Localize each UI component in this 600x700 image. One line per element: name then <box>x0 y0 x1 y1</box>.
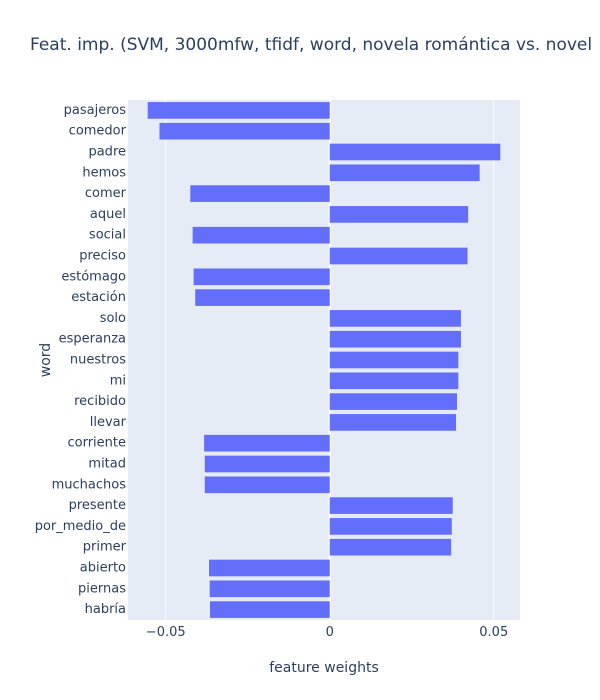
bar-piernas <box>209 580 330 598</box>
bar-solo <box>329 310 461 327</box>
bar-habría <box>210 601 330 618</box>
y-tick-label: preciso <box>79 249 126 264</box>
y-tick-label: nuestros <box>70 353 126 368</box>
bar-por_medio_de <box>329 518 452 535</box>
y-tick-label: comer <box>85 186 127 201</box>
bar-social <box>192 226 330 244</box>
bar-mitad <box>204 455 330 473</box>
bar-aquel <box>329 206 469 223</box>
y-tick-labels: pasajeros comedor padre hemos comer aquel soci… <box>35 103 127 617</box>
y-axis-title: word <box>38 343 54 377</box>
y-tick-label: mitad <box>88 457 126 472</box>
bar-esperanza <box>329 330 461 348</box>
chart-title: Feat. imp. (SVM, 3000mfw, tfidf, word, n… <box>30 35 592 55</box>
y-tick-label: aquel <box>90 207 126 222</box>
bar-mi <box>329 372 459 390</box>
y-tick-label: recibido <box>74 394 126 409</box>
y-tick-label: llevar <box>90 415 127 430</box>
y-tick-label: esperanza <box>59 332 126 347</box>
y-tick-label: piernas <box>78 581 126 596</box>
x-tick-labels: −0.05 0 0.05 <box>146 625 508 640</box>
y-tick-label: pasajeros <box>64 103 127 118</box>
y-tick-label: social <box>89 228 126 243</box>
bar-estómago <box>193 268 330 286</box>
bar-corriente <box>204 434 330 452</box>
bar-abierto <box>209 559 330 577</box>
bars <box>147 102 501 618</box>
y-tick-label: abierto <box>80 561 126 576</box>
bar-recibido <box>329 393 458 410</box>
y-tick-label: muchachos <box>52 477 127 492</box>
bar-presente <box>329 497 453 514</box>
y-tick-label: por_medio_de <box>35 519 126 534</box>
y-tick-label: estación <box>71 290 126 305</box>
y-tick-label: mi <box>110 373 126 388</box>
x-tick-label: 0 <box>326 625 334 640</box>
bar-hemos <box>329 164 480 182</box>
bar-preciso <box>329 247 468 265</box>
bar-estación <box>195 289 330 306</box>
y-tick-label: habría <box>85 602 126 617</box>
bar-padre <box>329 143 501 161</box>
bar-nuestros <box>329 351 459 369</box>
x-tick-label: 0.05 <box>479 625 508 640</box>
y-tick-label: hemos <box>82 165 126 180</box>
y-tick-label: primer <box>83 540 127 555</box>
x-tick-label: −0.05 <box>146 625 186 640</box>
bar-muchachos <box>204 476 330 494</box>
y-tick-label: presente <box>69 498 126 513</box>
x-axis-title: feature weights <box>269 660 379 676</box>
y-tick-label: corriente <box>67 436 126 451</box>
y-tick-label: comedor <box>69 124 127 139</box>
y-tick-label: padre <box>88 145 126 160</box>
bar-comer <box>190 185 330 202</box>
bar-comedor <box>159 122 330 140</box>
y-tick-label: solo <box>100 311 126 326</box>
bar-llevar <box>329 414 457 431</box>
bar-primer <box>329 538 452 556</box>
bar-pasajeros <box>147 102 330 119</box>
y-tick-label: estómago <box>61 269 126 284</box>
